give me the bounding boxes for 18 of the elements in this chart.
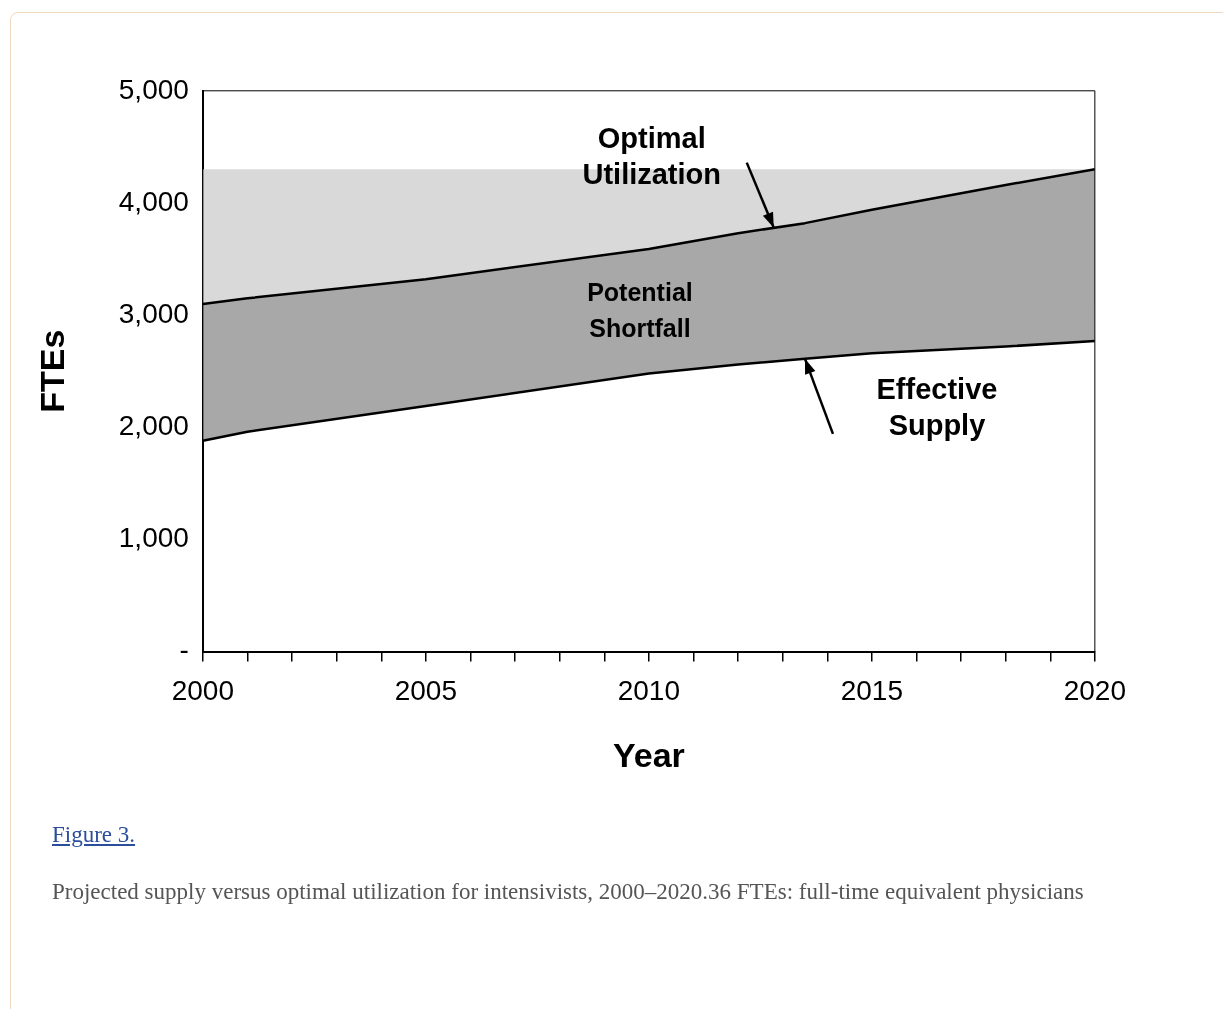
caption: Figure 3.	[52, 822, 136, 848]
y-axis-title: FTEs	[32, 329, 71, 413]
x-tick-label: 2015	[840, 675, 904, 707]
y-tick-label: 3,000	[118, 297, 189, 329]
text: Projected supply versus optimal utilization for intensivists, 2000–2020.36 FTEs: full-time equivalent physicians	[52, 878, 1085, 906]
y-tick-label: 5,000	[118, 73, 189, 105]
annotation: Effective Supply	[876, 372, 998, 441]
x-tick-label: 2020	[1063, 675, 1126, 707]
x-tick-label: 2000	[171, 675, 235, 707]
x-tick-label: 2005	[394, 675, 458, 707]
annotation: Potential Shortfall	[587, 278, 693, 343]
y-tick-label: 1,000	[118, 522, 189, 554]
y-tick-label: -	[179, 634, 189, 666]
y-tick-label: 4,000	[118, 185, 189, 217]
annotation: Optimal Utilization	[582, 121, 722, 190]
x-tick-label: 2010	[617, 675, 681, 707]
y-tick-label: 2,000	[118, 410, 189, 441]
x-axis-title: Year	[612, 735, 685, 774]
